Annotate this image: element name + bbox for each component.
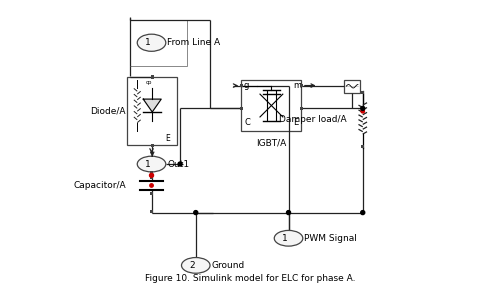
Circle shape [150,184,153,187]
Bar [344,80,360,93]
Circle shape [150,173,154,177]
Ellipse shape [137,34,166,51]
Bar [300,107,303,110]
Circle shape [178,162,182,166]
Ellipse shape [274,230,303,246]
Text: Capacitor/A: Capacitor/A [73,181,126,190]
Bar [150,191,153,195]
Bar [361,146,364,148]
Ellipse shape [182,258,210,273]
Bar [242,80,302,131]
Circle shape [361,109,364,113]
Bar [361,91,364,94]
Text: Ground: Ground [212,261,244,270]
Bar [150,75,154,79]
Bar [128,77,177,146]
Text: 1: 1 [145,159,151,168]
Bar [150,210,153,213]
Circle shape [361,107,364,110]
Bar [240,84,243,87]
Bar [130,20,187,65]
Text: Diode/A: Diode/A [90,107,126,116]
Ellipse shape [137,156,166,172]
Text: From Line A: From Line A [167,38,220,47]
Text: 1: 1 [145,38,151,47]
Text: g: g [244,81,248,90]
Bar [240,107,243,110]
Bar [150,171,153,174]
Text: PWM Signal: PWM Signal [304,234,357,243]
Text: E: E [293,118,298,127]
Bar [150,75,154,79]
Bar [300,84,303,87]
Text: Damper load/A: Damper load/A [278,115,346,124]
Polygon shape [143,99,161,112]
Text: Figure 10. Simulink model for ELC for phase A.: Figure 10. Simulink model for ELC for ph… [145,274,355,283]
Bar [150,144,154,147]
Circle shape [361,211,364,214]
Bar [150,176,153,179]
Bar [150,144,154,147]
Text: m: m [293,81,301,90]
Text: E: E [165,134,170,143]
Text: Out1: Out1 [167,159,190,168]
Text: 2: 2 [190,261,195,270]
Circle shape [286,211,290,214]
Text: C: C [244,118,250,127]
Text: cp: cp [146,80,152,85]
Text: 1: 1 [282,234,288,243]
Text: IGBT/A: IGBT/A [256,138,286,147]
Circle shape [194,211,198,214]
